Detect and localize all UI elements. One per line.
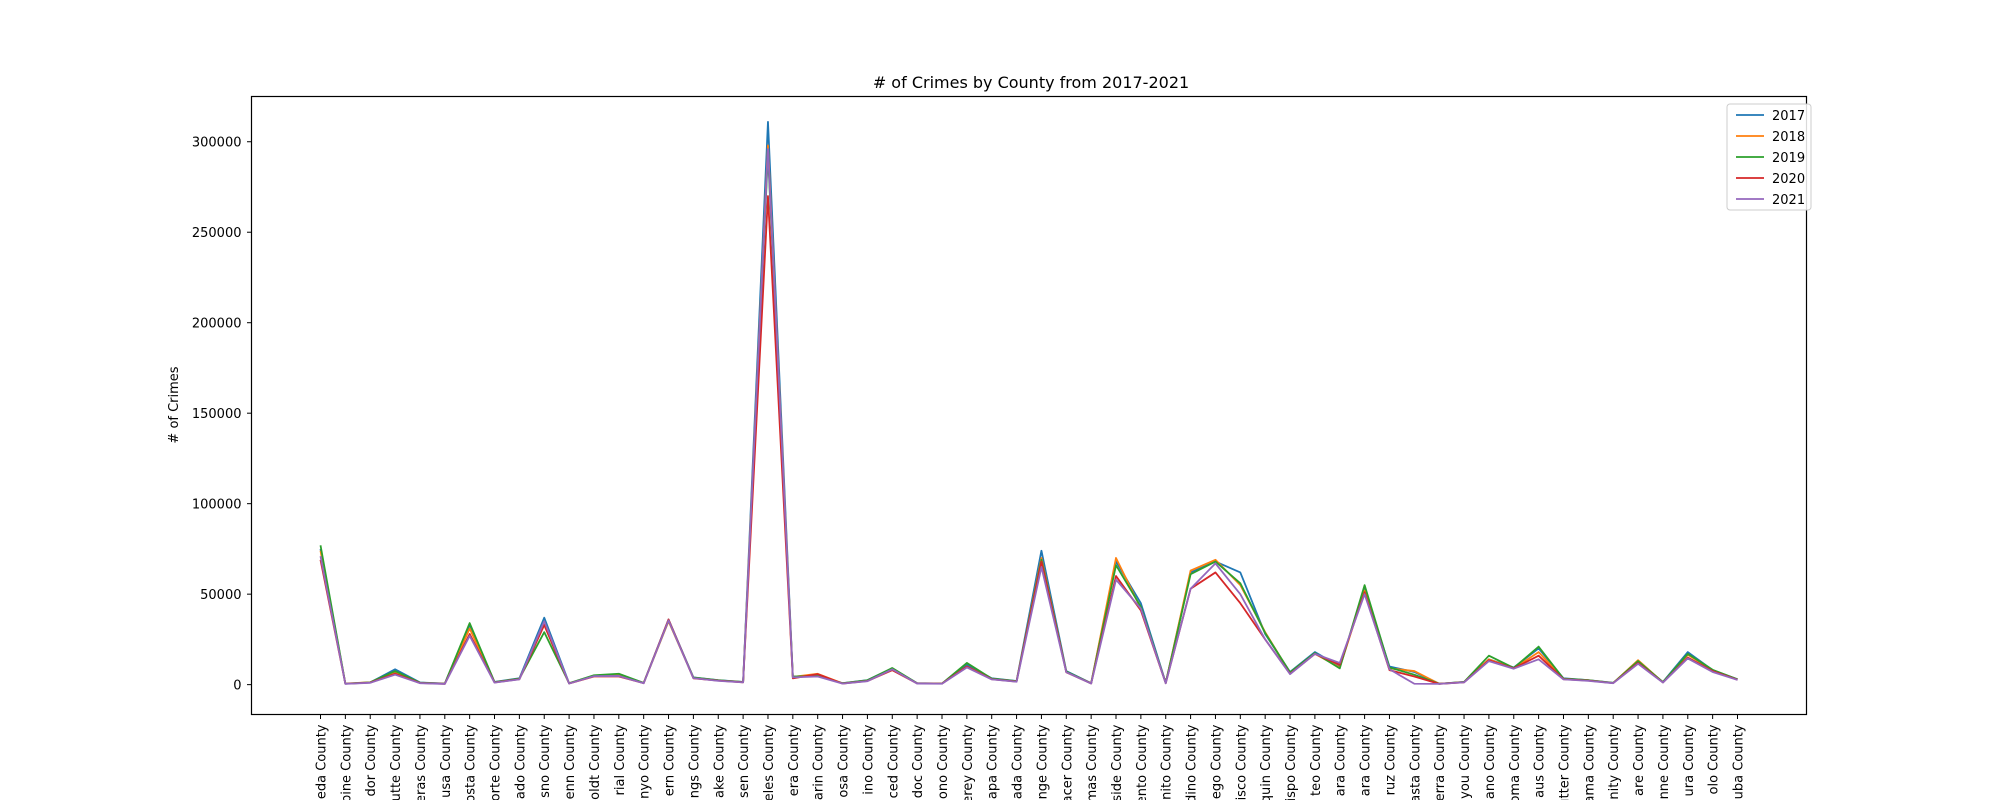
legend-label-2020: 2020 (1772, 172, 1805, 187)
series-line-2018 (319, 144, 1738, 685)
legend-label-2019: 2019 (1772, 151, 1805, 166)
plot-frame (250, 95, 1808, 716)
y-tick-label: 100000 (192, 498, 242, 513)
x-tick-label: aus County (1533, 724, 1548, 798)
x-tick-label: apa County (986, 724, 1001, 799)
x-tick-label: rial County (613, 724, 628, 795)
x-tick-label: erra County (1433, 724, 1448, 800)
x-tick-label: era County (787, 724, 802, 796)
x-tick-label: ake County (712, 724, 727, 798)
x-tick-label: ono County (936, 724, 951, 799)
x-tick-label: oldt County (588, 724, 603, 800)
x-tick-label: doc County (911, 724, 926, 798)
x-tick-label: side County (1110, 724, 1125, 800)
x-tick-label: dor County (364, 724, 379, 796)
x-tick-label: nge County (1035, 724, 1050, 799)
x-tick-label: ispo County (1284, 724, 1299, 800)
x-tick-label: dino County (1185, 724, 1200, 800)
series-line-2017 (319, 120, 1738, 685)
x-tick-label: pine County (339, 724, 354, 800)
x-tick-label: osta County (464, 724, 479, 800)
x-tick-label: erey County (961, 724, 976, 800)
x-tick-label: ano County (1483, 724, 1498, 799)
legend-label-2018: 2018 (1772, 130, 1805, 145)
x-tick-label: sen County (737, 724, 752, 798)
x-tick-label: nito County (1160, 724, 1175, 800)
series-line-2020 (319, 195, 1738, 685)
x-tick-label: olo County (1707, 724, 1722, 794)
x-tick-label: nne County (1657, 724, 1672, 799)
x-tick-label: orte County (489, 724, 504, 800)
x-tick-label: utter County (1557, 724, 1572, 800)
x-tick-label: mas County (1085, 724, 1100, 800)
x-tick-label: quin County (1259, 724, 1274, 800)
x-tick-label: ara County (1334, 724, 1349, 796)
x-tick-label: teo County (1309, 724, 1324, 796)
series-line-2021 (319, 148, 1738, 685)
legend-label-2017: 2017 (1772, 109, 1805, 124)
x-tick-label: acer County (1060, 724, 1075, 800)
x-tick-label: ern County (663, 724, 678, 796)
x-tick-label: ngs County (687, 724, 702, 798)
x-tick-label: ama County (1582, 724, 1597, 800)
x-tick-label: are County (1632, 724, 1647, 796)
x-tick-label: ura County (1682, 724, 1697, 796)
series-line-2019 (319, 153, 1738, 685)
x-tick-label: ado County (513, 724, 528, 799)
chart-title: # of Crimes by County from 2017-2021 (873, 73, 1189, 92)
x-tick-label: iego County (1209, 724, 1224, 800)
legend-label-2021: 2021 (1772, 193, 1805, 208)
x-tick-label: ento County (1135, 724, 1150, 800)
chart-legend: 2017 2018 2019 2020 2021 (1726, 103, 1812, 211)
plot-lines (319, 120, 1738, 685)
x-tick-label: uba County (1732, 724, 1747, 799)
y-tick-label: 50000 (200, 588, 241, 603)
x-tick-label: osa County (837, 724, 852, 797)
x-tick-label: utte County (389, 724, 404, 800)
x-tick-label: eles County (762, 724, 777, 800)
y-tick-label: 0 (233, 679, 241, 694)
y-tick-label: 250000 (192, 226, 242, 241)
x-tick-label: oma County (1508, 724, 1523, 800)
x-axis: eda County pine County dor County utte Coun… (315, 714, 1747, 804)
x-tick-label: asta County (1408, 724, 1423, 800)
legend-box (1726, 103, 1812, 211)
x-tick-label: ara County (1359, 724, 1374, 796)
y-tick-label: 150000 (192, 407, 242, 422)
y-tick-label: 200000 (192, 317, 242, 332)
x-tick-label: inity County (1607, 724, 1622, 800)
x-tick-label: eda County (315, 724, 330, 799)
y-axis: 0 50000 100000 150000 200000 250000 300000 (192, 136, 252, 694)
x-tick-label: ruz County (1383, 724, 1398, 795)
x-tick-label: eras County (414, 724, 429, 800)
x-tick-label: ced County (886, 724, 901, 798)
y-tick-label: 300000 (192, 136, 242, 151)
x-tick-label: sno County (538, 724, 553, 798)
x-tick-label: enn County (563, 724, 578, 799)
x-tick-label: usa County (439, 724, 454, 798)
x-tick-label: ada County (1011, 724, 1026, 799)
x-tick-label: nyo County (638, 724, 653, 799)
x-tick-label: isco County (1234, 724, 1249, 800)
x-tick-label: arin County (812, 724, 827, 800)
y-axis-label: # of Crimes (167, 366, 182, 443)
x-tick-label: iyou County (1458, 724, 1473, 800)
x-tick-label: ino County (861, 724, 876, 795)
